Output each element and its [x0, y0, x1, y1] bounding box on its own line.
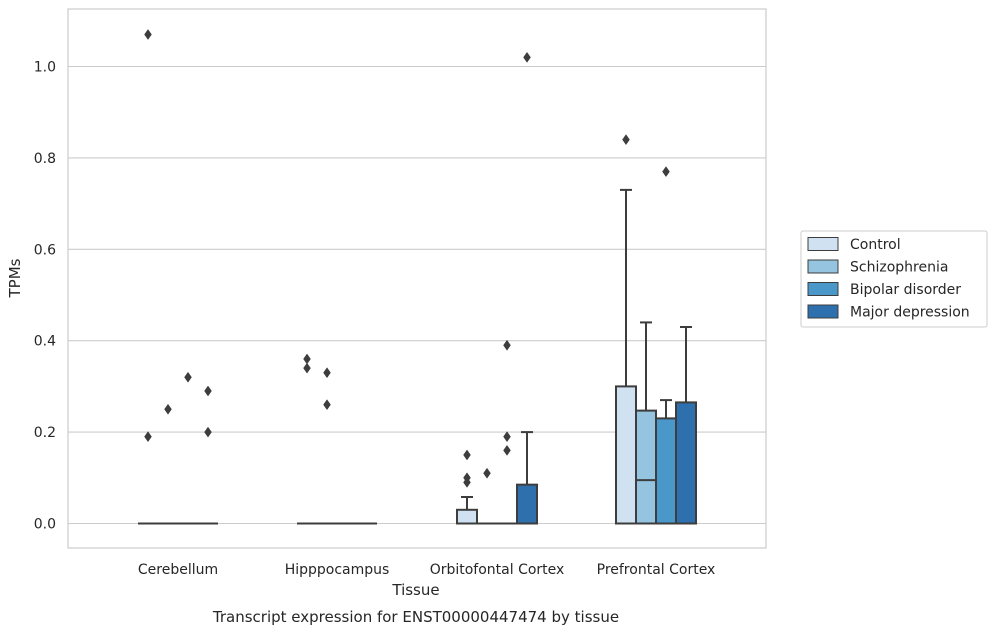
box-group [497, 339, 517, 525]
legend-label: Control [850, 237, 901, 253]
outlier-point [164, 403, 172, 415]
box-group [178, 371, 198, 525]
legend-item: Control [807, 237, 901, 253]
outlier-point [463, 449, 471, 461]
box [615, 385, 637, 525]
outlier-point [622, 134, 630, 146]
x-tick-labels: Cerebellum Hipppocampus Orbitofontal Corte… [138, 562, 715, 578]
box-group [615, 134, 637, 525]
y-tick-label: 1.0 [34, 60, 56, 76]
y-tick-label: 0.6 [34, 242, 56, 258]
outlier-point [483, 467, 491, 479]
box-group [198, 385, 218, 525]
legend-swatch [807, 282, 839, 296]
outlier-point [184, 371, 192, 383]
y-tick-label: 0.8 [34, 151, 56, 167]
box-group [158, 403, 178, 525]
x-tick-label: Orbitofontal Cortex [430, 562, 565, 578]
box-group [456, 449, 478, 525]
box-group [655, 166, 677, 525]
box-marks [138, 29, 697, 525]
legend-label: Bipolar disorder [850, 282, 961, 298]
outlier-point [323, 367, 331, 379]
box [675, 401, 697, 525]
legend-item: Major depression [807, 304, 970, 321]
legend-box [800, 230, 988, 328]
x-tick-label: Cerebellum [138, 562, 218, 578]
outlier-point [323, 399, 331, 411]
box-group [317, 367, 337, 525]
outlier-point [503, 339, 511, 351]
box [516, 483, 538, 525]
outlier-point [503, 444, 511, 456]
y-tick-label: 0.0 [34, 517, 56, 533]
plot-frame [67, 8, 767, 549]
y-tick-label: 0.4 [34, 334, 56, 350]
outlier-point [204, 385, 212, 397]
box-group [138, 29, 158, 525]
box-group [516, 51, 538, 525]
box-group [477, 467, 497, 525]
outlier-point [503, 431, 511, 443]
box-group [297, 353, 317, 525]
outlier-point [303, 353, 311, 365]
box [655, 417, 677, 525]
x-tick-label: Prefrontal Cortex [597, 562, 716, 578]
legend-label: Schizophrenia [850, 260, 948, 276]
legend-swatch [807, 304, 839, 319]
outlier-point [303, 362, 311, 374]
y-tick-labels: 0.0 0.2 0.4 0.6 0.8 1.0 [34, 60, 56, 533]
outlier-point [144, 29, 152, 40]
legend-item: Schizophrenia [807, 259, 948, 276]
box-group [675, 325, 697, 525]
outlier-point [662, 166, 670, 178]
figure-caption: Transcript expression for ENST0000044747… [212, 608, 619, 626]
x-axis-title: Tissue [391, 581, 439, 599]
box-group [635, 321, 657, 525]
outlier-point [204, 426, 212, 438]
box [635, 409, 657, 525]
box [456, 508, 478, 525]
legend-label: Major depression [850, 305, 970, 321]
x-tick-label: Hipppocampus [285, 562, 390, 578]
y-axis-title: TPMs [6, 258, 24, 298]
y-tick-label: 0.2 [34, 425, 56, 441]
legend-swatch [807, 259, 839, 274]
legend: Control Schizophrenia Bipolar disorder Majo… [800, 230, 988, 328]
outlier-point [463, 476, 471, 488]
outlier-point [523, 51, 531, 63]
legend-item: Bipolar disorder [807, 282, 961, 298]
outlier-point [144, 431, 152, 443]
legend-swatch [807, 237, 839, 251]
